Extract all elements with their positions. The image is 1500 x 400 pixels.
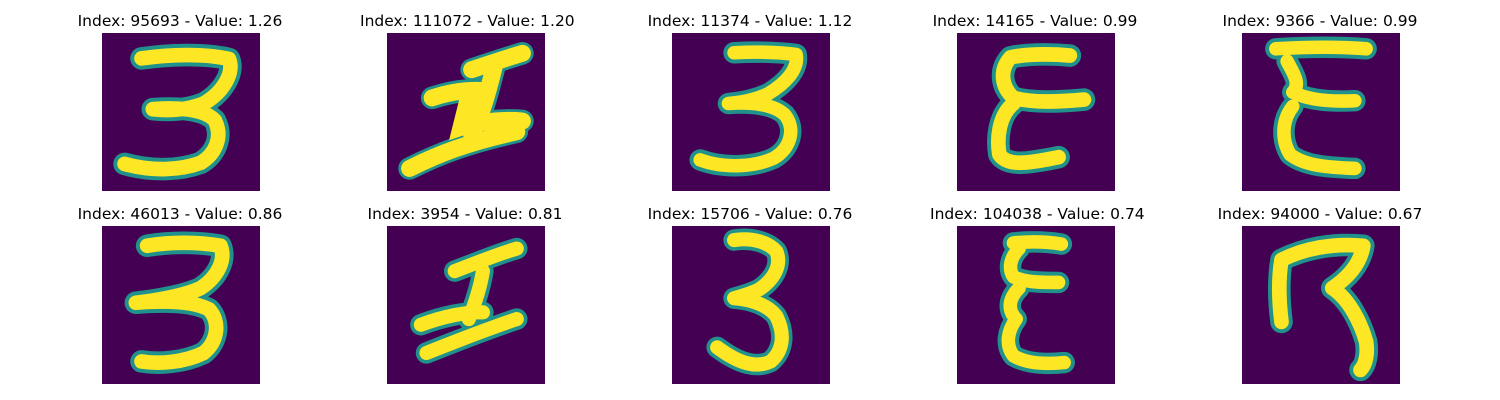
digit-image-3 xyxy=(672,226,830,384)
digit-image-i xyxy=(387,33,545,191)
digit-image-e xyxy=(957,226,1115,384)
digit-image-3 xyxy=(102,33,260,191)
panel-title: Index: 15706 - Value: 0.76 xyxy=(647,205,853,223)
panel-title: Index: 46013 - Value: 0.86 xyxy=(77,205,283,223)
panel-title: Index: 14165 - Value: 0.99 xyxy=(932,12,1138,30)
digit-image-3 xyxy=(102,226,260,384)
panel-title: Index: 94000 - Value: 0.67 xyxy=(1217,205,1423,223)
digit-image-e xyxy=(957,33,1115,191)
panel-title: Index: 104038 - Value: 0.74 xyxy=(930,205,1145,223)
digit-image-3 xyxy=(672,33,830,191)
digit-image-i xyxy=(387,226,545,384)
panel-title: Index: 9366 - Value: 0.99 xyxy=(1222,12,1418,30)
panel-title: Index: 3954 - Value: 0.81 xyxy=(367,205,563,223)
digit-image-e xyxy=(1242,33,1400,191)
panel-title: Index: 95693 - Value: 1.26 xyxy=(77,12,283,30)
panel-title: Index: 11374 - Value: 1.12 xyxy=(647,12,853,30)
panel-title: Index: 111072 - Value: 1.20 xyxy=(360,12,575,30)
digit-image-7 xyxy=(1242,226,1400,384)
